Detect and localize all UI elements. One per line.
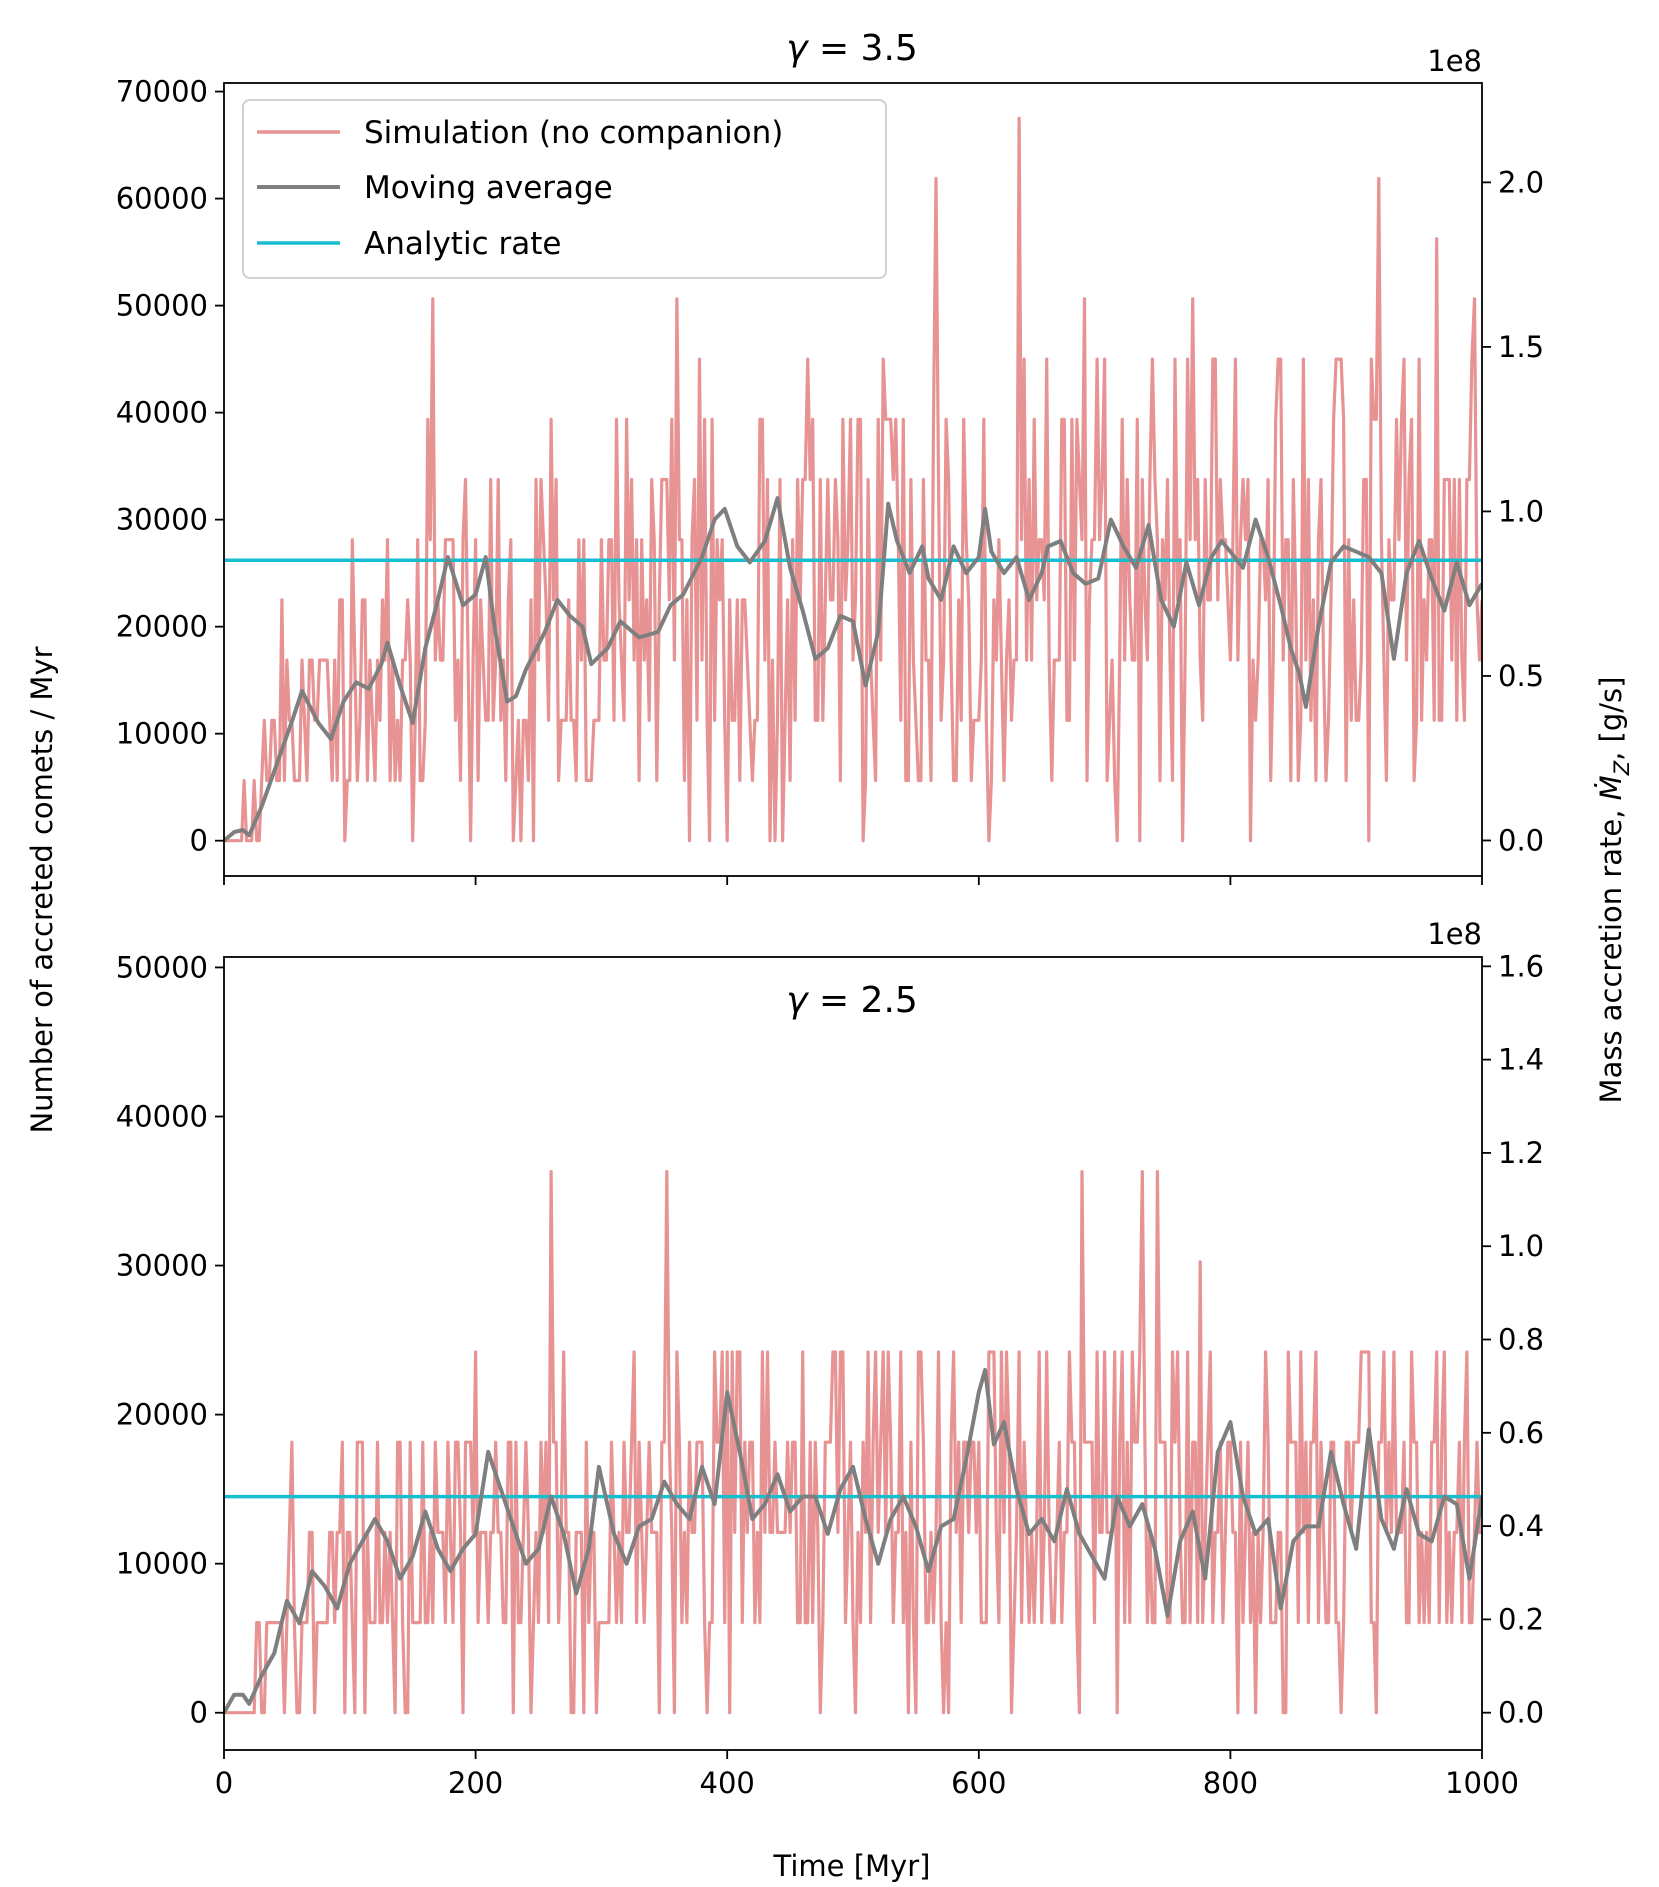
- x-tick-label: 400: [700, 1766, 755, 1800]
- right-y-tick-label: 0.8: [1498, 1323, 1544, 1357]
- right-y-tick-label: 2.0: [1498, 165, 1544, 199]
- simulation-line: [224, 116, 1482, 843]
- x-tick-label: 600: [951, 1766, 1006, 1800]
- y-tick-label: 10000: [116, 717, 208, 751]
- y-tick-label: 20000: [116, 1398, 208, 1432]
- legend: Simulation (no companion) Moving average…: [242, 99, 887, 279]
- x-tick-label: 200: [448, 1766, 503, 1800]
- legend-label-simulation: Simulation (no companion): [364, 115, 783, 151]
- y-tick-label: 50000: [116, 289, 208, 323]
- panel-title: γ = 2.5: [786, 980, 918, 1021]
- plot-area: [224, 116, 1482, 843]
- right-y-tick-label: 0.5: [1498, 659, 1544, 693]
- legend-label-moving-average: Moving average: [364, 170, 613, 206]
- right-y-ticks: 0.0 0.2 0.4 0.6 0.8 1.0 1.2 1.4 1.6: [1482, 949, 1544, 1730]
- right-y-tick-label: 0.2: [1498, 1602, 1544, 1636]
- y-tick-label: 50000: [116, 950, 208, 984]
- plot-area: [224, 1170, 1482, 1715]
- x-tick-label: 800: [1203, 1766, 1258, 1800]
- legend-box: [242, 99, 887, 279]
- y-tick-label: 10000: [116, 1547, 208, 1581]
- right-y-tick-label: 0.4: [1498, 1509, 1544, 1543]
- panel-title: γ = 3.5: [786, 28, 918, 69]
- y-tick-label: 0: [190, 824, 208, 858]
- right-y-axis-label: Mass accretion rate, ṀZ, [g/s]: [1594, 677, 1634, 1104]
- y-tick-label: 30000: [116, 1249, 208, 1283]
- x-ticks: 0 200 400 600 800 1000: [215, 1750, 1519, 1800]
- right-axis-offset-label: 1e8: [1427, 917, 1482, 951]
- y-ticks: 0 10000 20000 30000 40000 50000: [116, 950, 224, 1730]
- y-axis-label: Number of accreted comets / Myr: [25, 646, 59, 1133]
- moving-average-line: [224, 1367, 1482, 1714]
- y-tick-label: 60000: [116, 182, 208, 216]
- panel-gamma-3.5: γ = 3.5 1e8 0 10000 20000 30000 40000 50000 60…: [116, 28, 1544, 885]
- simulation-line: [224, 1170, 1482, 1715]
- x-ticks: [223, 876, 1483, 885]
- y-tick-label: 30000: [116, 503, 208, 537]
- x-tick-label: 0: [215, 1766, 233, 1800]
- right-axis-offset-label: 1e8: [1427, 44, 1482, 78]
- moving-average-line: [224, 496, 1482, 843]
- y-tick-label: 70000: [116, 75, 208, 109]
- right-y-tick-label: 1.6: [1498, 949, 1544, 983]
- right-y-tick-label: 0.0: [1498, 1696, 1544, 1730]
- plot-frame: [223, 956, 1483, 1751]
- right-y-tick-label: 0.6: [1498, 1416, 1544, 1450]
- y-ticks: 0 10000 20000 30000 40000 50000 60000 70000: [116, 75, 224, 858]
- right-y-tick-label: 1.2: [1498, 1136, 1544, 1170]
- right-y-tick-label: 1.5: [1498, 330, 1544, 364]
- right-y-tick-label: 1.4: [1498, 1043, 1544, 1077]
- right-y-tick-label: 0.0: [1498, 823, 1544, 857]
- x-axis-label: Time [Myr]: [773, 1849, 931, 1883]
- right-y-ticks: 0.0 0.5 1.0 1.5 2.0: [1482, 165, 1544, 857]
- right-y-tick-label: 1.0: [1498, 1229, 1544, 1263]
- right-y-tick-label: 1.0: [1498, 494, 1544, 528]
- y-tick-label: 40000: [116, 1099, 208, 1133]
- y-tick-label: 20000: [116, 610, 208, 644]
- plot-frame: [223, 82, 1483, 877]
- legend-label-analytic: Analytic rate: [364, 226, 561, 262]
- y-tick-label: 0: [190, 1696, 208, 1730]
- x-tick-label: 1000: [1445, 1766, 1519, 1800]
- y-tick-label: 40000: [116, 396, 208, 430]
